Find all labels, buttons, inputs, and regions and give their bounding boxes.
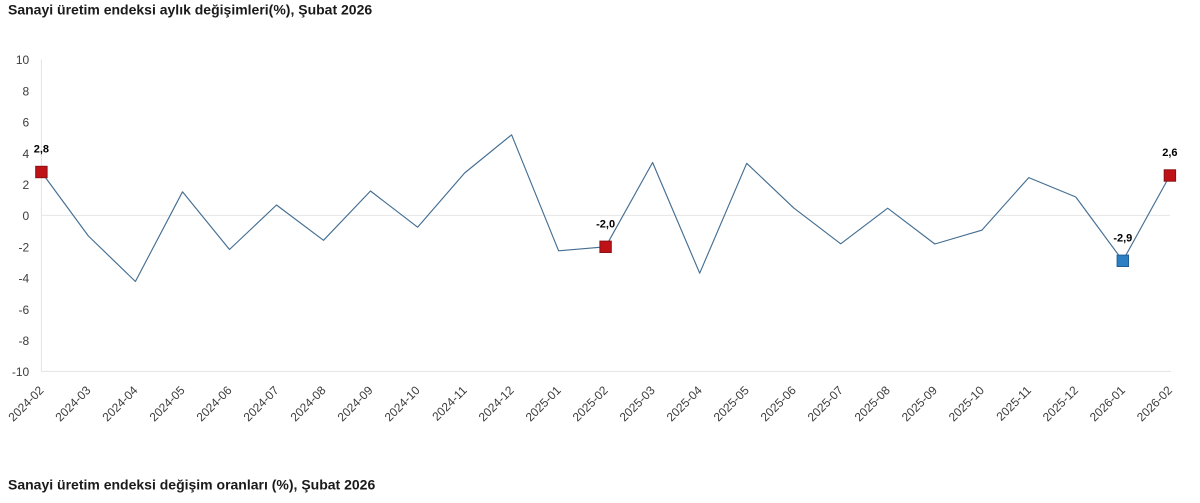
svg-text:2024-05: 2024-05 bbox=[147, 383, 188, 424]
svg-text:2025-08: 2025-08 bbox=[852, 383, 893, 424]
svg-text:2024-11: 2024-11 bbox=[429, 383, 470, 424]
svg-text:2024-09: 2024-09 bbox=[335, 383, 376, 424]
svg-text:2026-02: 2026-02 bbox=[1134, 383, 1175, 424]
svg-text:2,8: 2,8 bbox=[34, 144, 49, 156]
svg-text:2025-05: 2025-05 bbox=[711, 383, 752, 424]
svg-text:2025-10: 2025-10 bbox=[946, 383, 987, 424]
svg-text:2024-10: 2024-10 bbox=[382, 383, 423, 424]
svg-text:2025-06: 2025-06 bbox=[758, 383, 799, 424]
svg-text:2025-03: 2025-03 bbox=[617, 383, 658, 424]
svg-text:2,6: 2,6 bbox=[1162, 147, 1177, 159]
svg-text:-2: -2 bbox=[19, 240, 30, 254]
svg-text:2025-01: 2025-01 bbox=[523, 383, 564, 424]
svg-text:-2,0: -2,0 bbox=[596, 218, 615, 230]
svg-text:0: 0 bbox=[23, 209, 30, 223]
svg-text:2024-04: 2024-04 bbox=[99, 383, 140, 424]
svg-text:2024-06: 2024-06 bbox=[194, 383, 235, 424]
svg-text:-8: -8 bbox=[19, 334, 30, 348]
svg-text:2024-08: 2024-08 bbox=[288, 383, 329, 424]
svg-text:2024-07: 2024-07 bbox=[241, 383, 282, 424]
svg-text:2024-12: 2024-12 bbox=[476, 383, 517, 424]
svg-text:4: 4 bbox=[23, 147, 30, 161]
svg-text:2: 2 bbox=[23, 178, 30, 192]
svg-text:10: 10 bbox=[16, 53, 30, 67]
svg-text:6: 6 bbox=[23, 116, 30, 130]
svg-text:2026-01: 2026-01 bbox=[1087, 383, 1128, 424]
svg-text:2025-07: 2025-07 bbox=[805, 383, 846, 424]
svg-text:2025-02: 2025-02 bbox=[570, 383, 611, 424]
svg-text:2025-09: 2025-09 bbox=[899, 383, 940, 424]
svg-text:-6: -6 bbox=[19, 303, 30, 317]
svg-text:2025-04: 2025-04 bbox=[664, 383, 705, 424]
svg-text:Sanayi üretim endeksi aylık de: Sanayi üretim endeksi aylık değişimleri(… bbox=[8, 2, 372, 18]
svg-text:-10: -10 bbox=[12, 365, 30, 379]
svg-text:-4: -4 bbox=[19, 272, 30, 286]
svg-text:2024-03: 2024-03 bbox=[52, 383, 93, 424]
svg-text:Sanayi üretim endeksi değişim: Sanayi üretim endeksi değişim oranları (… bbox=[8, 477, 375, 493]
svg-text:2025-11: 2025-11 bbox=[994, 383, 1035, 424]
svg-text:-2,9: -2,9 bbox=[1113, 232, 1132, 244]
svg-text:2025-12: 2025-12 bbox=[1040, 383, 1081, 424]
svg-text:2024-02: 2024-02 bbox=[5, 383, 46, 424]
svg-text:8: 8 bbox=[23, 84, 30, 98]
